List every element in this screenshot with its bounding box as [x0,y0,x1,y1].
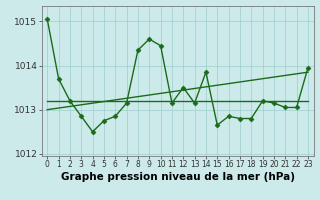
X-axis label: Graphe pression niveau de la mer (hPa): Graphe pression niveau de la mer (hPa) [60,172,295,182]
